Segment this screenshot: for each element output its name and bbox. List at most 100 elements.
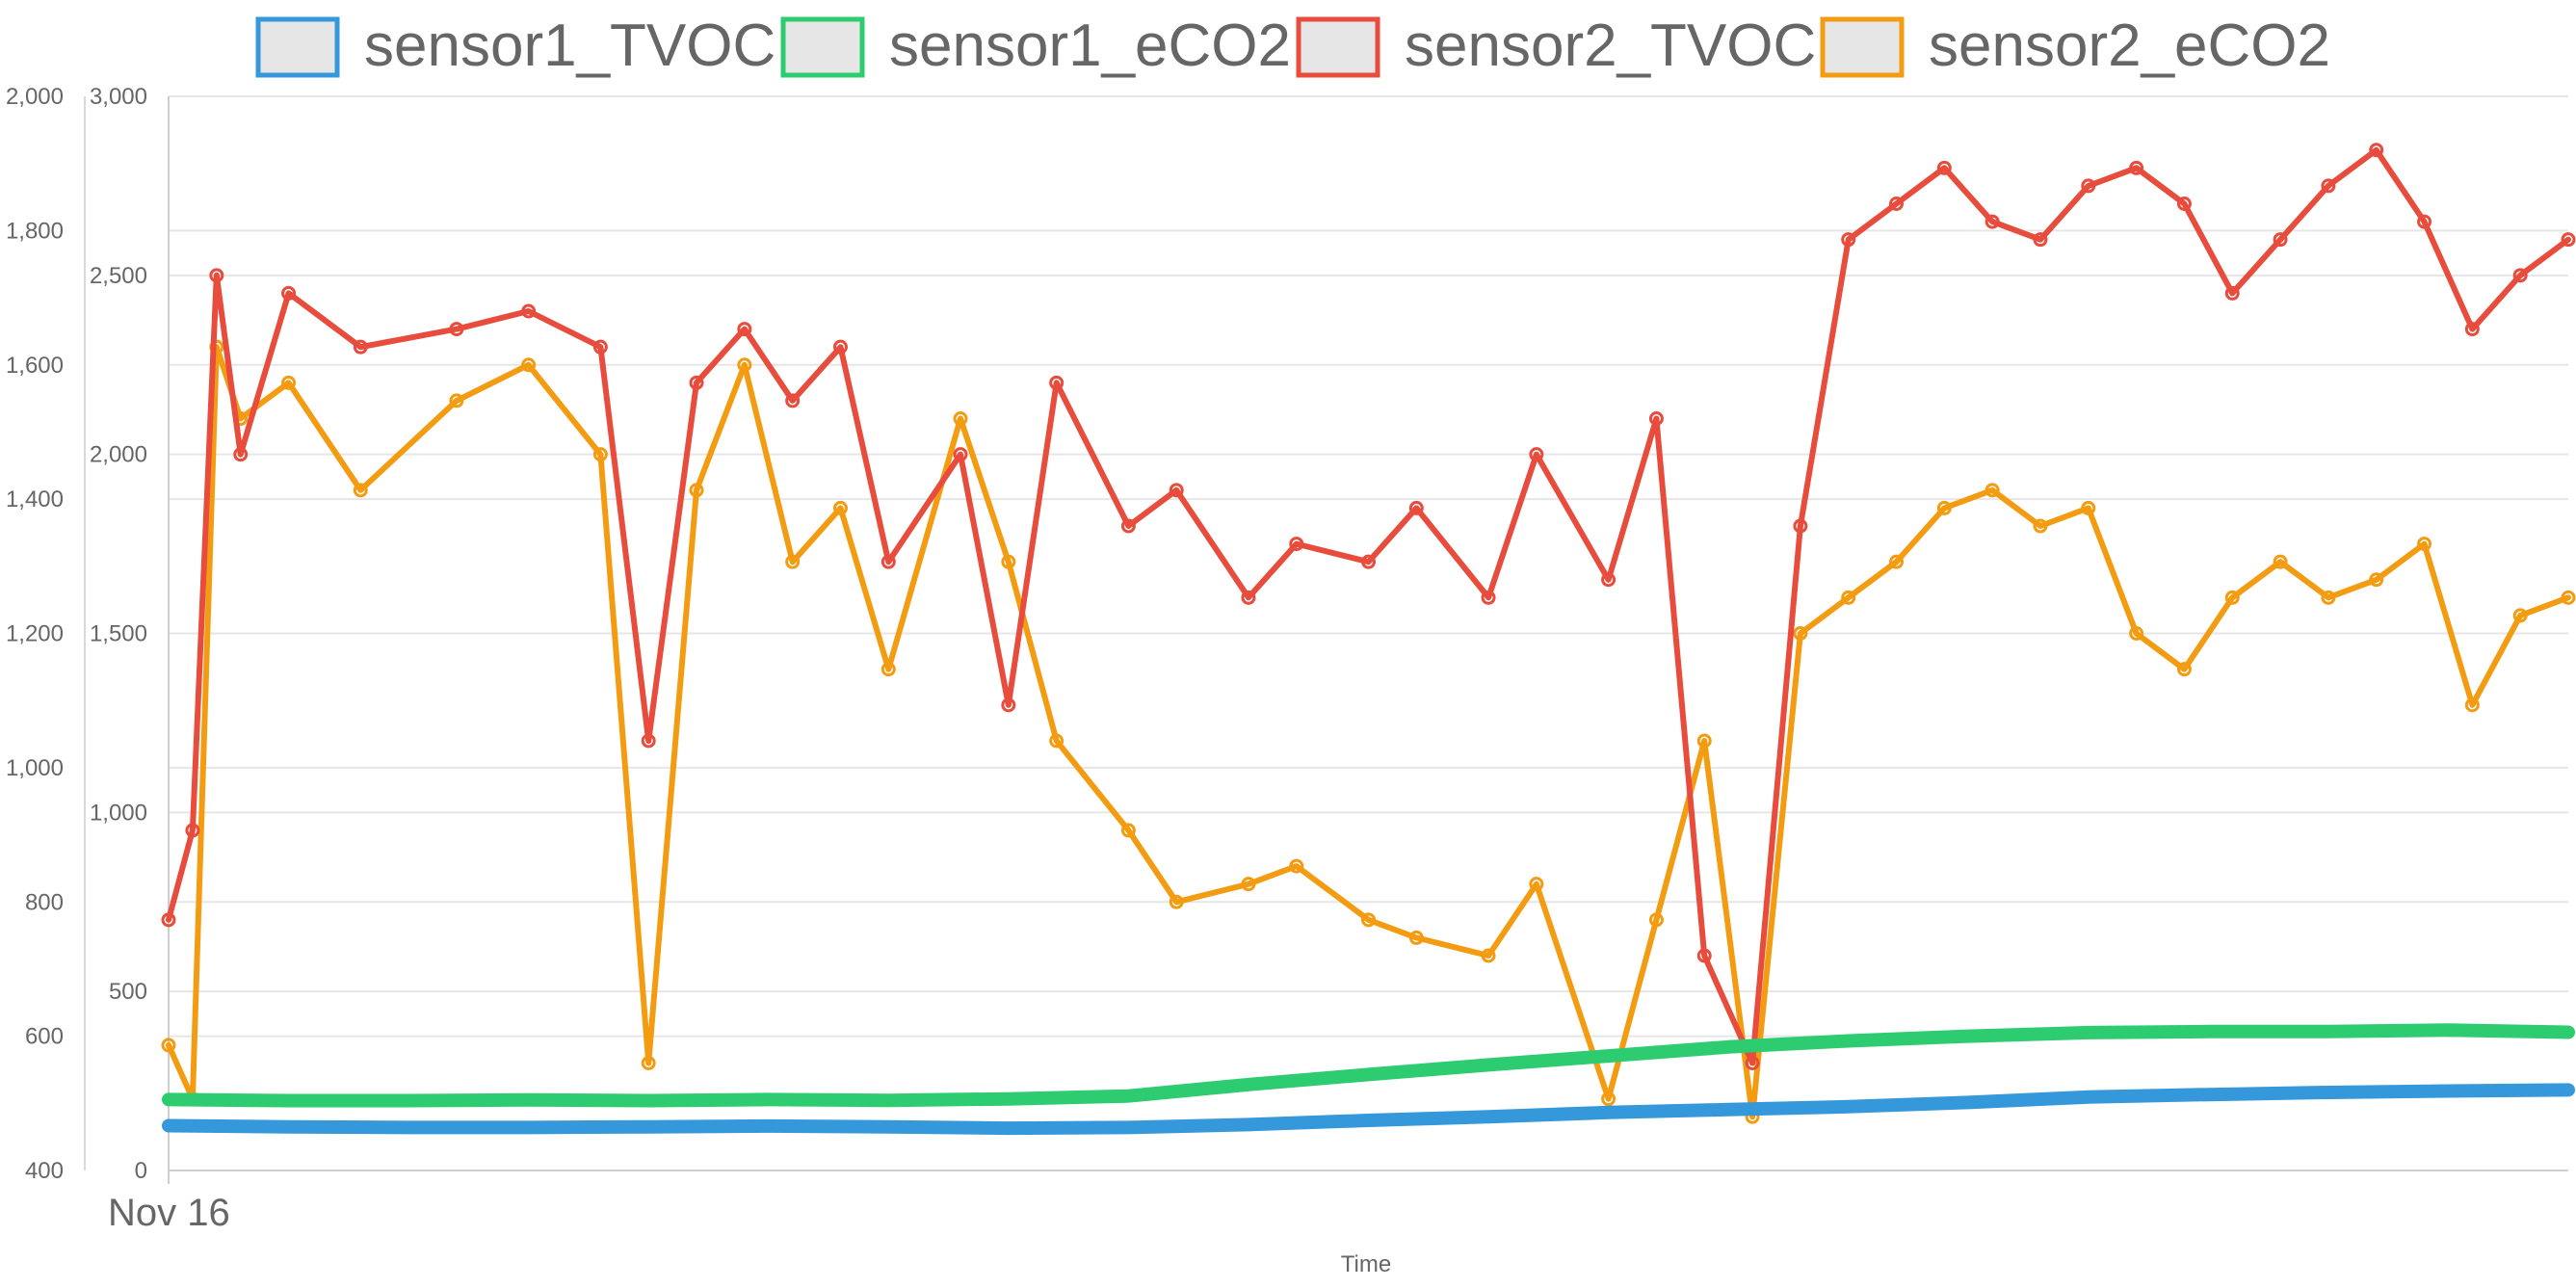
sensor2-tvoc-point [1241,590,1256,605]
legend-label: sensor1_eCO2 [889,13,1291,79]
sensor1-tvoc-point [2441,1084,2455,1097]
sensor2-eco2-point [1001,554,1016,569]
sensor2-tvoc-point [953,447,968,462]
sensor2-tvoc-point [1120,518,1136,534]
sensor1-tvoc-point [1961,1095,1975,1109]
sensor1-tvoc-point [1002,1121,1015,1135]
sensor2-eco2-point [2369,572,2384,588]
y-inner-tick-label: 3,000 [90,84,147,110]
sensor1-tvoc-point [1602,1106,1616,1119]
sensor1-eco2-point [282,1094,296,1108]
sensor2-tvoc-point [233,447,249,462]
sensor2-eco2-point [785,554,801,569]
sensor1-tvoc-point [762,1119,775,1133]
y-inner-tick-label: 2,500 [90,263,147,289]
y-outer-tick-label: 1,000 [6,755,64,781]
sensor2-tvoc-point [1169,483,1184,498]
sensor2-eco2-line [166,344,2571,1120]
sensor1-tvoc-line [162,1083,2575,1136]
sensor2-tvoc-point [2129,160,2144,175]
sensor1-eco2-point [1961,1030,1975,1043]
sensor1-eco2-point [1362,1067,1375,1081]
y-outer-tick-label: 1,600 [6,353,64,379]
sensor1-eco2-point [881,1093,895,1107]
sensor2-eco2-point [689,483,704,498]
sensor2-eco2-point [2512,608,2528,623]
sensor1-eco2-point [162,1092,175,1106]
y-outer-tick-label: 2,000 [6,84,64,110]
sensor2-eco2-point [2224,590,2240,605]
sensor2-eco2-point [832,500,848,515]
sensor2-eco2-point [2273,554,2288,569]
sensor2-eco2-point [449,393,464,408]
sensor2-tvoc-point [1481,590,1496,605]
sensor1-tvoc-point [1482,1110,1495,1123]
sensor2-tvoc-point [209,268,224,283]
sensor2-eco2-point [1120,823,1136,838]
sensor1-eco2-point [1121,1090,1135,1103]
sensor2-eco2-point [1289,858,1304,874]
legend-swatch [780,16,865,78]
sensor2-tvoc-point [1841,232,1856,248]
grid [84,95,2568,1184]
sensor2-eco2-point [161,1038,176,1053]
sensor2-eco2-point [1361,912,1376,928]
y-axis-ticks: 2,000 1,800 1,600 1,400 1,200 1,000 800 600 400 3… [6,84,147,1184]
sensor1-eco2-line [162,1023,2575,1108]
sensor2-tvoc-point [1696,948,1712,963]
y-inner-tick-label: 0 [135,1158,147,1184]
legend-label: sensor2_eCO2 [1929,13,2330,79]
sensor2-tvoc-point [281,285,297,301]
y-outer-tick-label: 1,800 [6,218,64,244]
sensor2-tvoc-point [1001,697,1016,713]
sensor2-tvoc-point [1936,160,1952,175]
sensor2-eco2-point [281,375,297,390]
sensor2-eco2-point [1049,733,1065,749]
y-outer-tick-label: 400 [25,1158,64,1184]
sensor1-tvoc-point [1121,1120,1135,1134]
sensor2-tvoc-point [1889,197,1905,211]
sensor2-eco2-point [1985,483,2000,498]
sensor2-tvoc-point [161,912,176,928]
legend[interactable]: sensor1_TVOC sensor1_eCO2 sensor2_TVOC sens… [255,13,2330,79]
sensor1-tvoc-point [402,1120,415,1134]
sensor2-eco2-point [353,483,368,498]
sensor1-eco2-point [2082,1026,2095,1039]
legend-item-sensor1-tvoc[interactable]: sensor1_TVOC [255,13,775,79]
sensor2-tvoc-point [641,733,656,749]
sensor2-tvoc-point [2321,178,2336,194]
sensor2-tvoc-point [449,322,464,337]
y-inner-tick-label: 500 [109,979,147,1005]
sensor1-tvoc-point [522,1120,536,1134]
sensor1-tvoc-point [2201,1088,2215,1101]
sensor1-eco2-point [1482,1058,1495,1071]
sensor2-eco2-point [2033,518,2048,534]
sensor1-tvoc-point [1362,1114,1375,1127]
legend-item-sensor2-tvoc[interactable]: sensor2_TVOC [1296,13,1816,79]
legend-swatch [1820,16,1905,78]
sensor2-eco2-point [1481,948,1496,963]
sensor2-eco2-point [2464,697,2480,713]
sensor2-eco2-point [1529,877,1544,892]
legend-item-sensor1-eco2[interactable]: sensor1_eCO2 [780,13,1291,79]
sensor2-eco2-point [2417,537,2432,552]
series-lines [161,143,2576,1136]
sensor2-tvoc-point [1985,214,2000,229]
sensor1-eco2-point [2322,1025,2335,1038]
sensor1-eco2-point [762,1092,775,1106]
y-inner-tick-label: 1,500 [90,621,147,647]
sensor1-eco2-point [642,1094,655,1108]
sensor2-eco2-point [1601,1091,1617,1107]
sensor2-eco2-point [2081,500,2096,515]
sensor2-eco2-point [1408,930,1424,945]
sensor2-eco2-point [1936,500,1952,515]
legend-swatch [255,16,340,78]
legend-label: sensor2_TVOC [1405,13,1816,79]
legend-item-sensor2-eco2[interactable]: sensor2_eCO2 [1820,13,2330,79]
sensor1-tvoc-point [2562,1083,2575,1096]
sensor2-eco2-point [1841,590,1856,605]
sensor2-tvoc-point [1049,375,1065,390]
sensor2-tvoc-point [832,339,848,355]
sensor2-tvoc-point [2224,285,2240,301]
